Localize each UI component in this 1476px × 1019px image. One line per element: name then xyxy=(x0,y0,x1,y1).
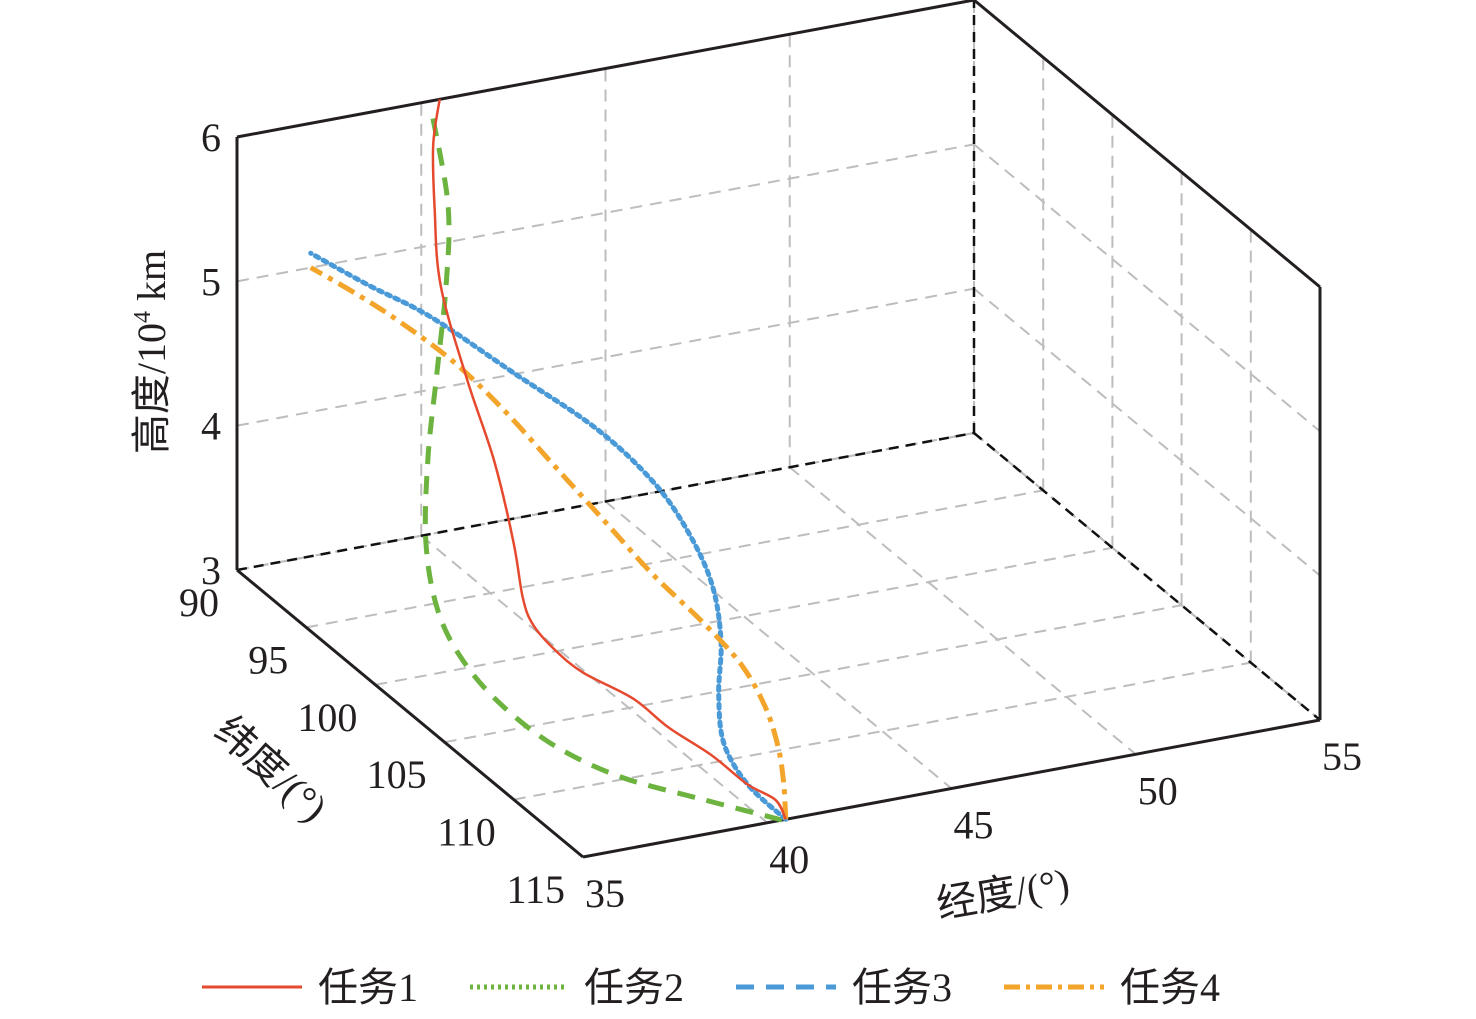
box-edge xyxy=(236,0,975,139)
box-edge xyxy=(236,568,584,859)
series-line-1 xyxy=(431,99,787,820)
z-axis-label-unit: km xyxy=(129,250,174,311)
series-line-2 xyxy=(422,114,783,823)
legend-label-series-4: 任务4 xyxy=(1120,965,1220,1010)
y-tick-label: 115 xyxy=(506,867,565,912)
x-tick-label: 55 xyxy=(1322,734,1362,779)
z-tick-label: 5 xyxy=(201,259,221,304)
floor-grid-line xyxy=(306,489,1044,629)
series-line-3 xyxy=(308,250,789,822)
legend: 任务1 任务2 任务3 任务4 xyxy=(202,965,1220,1010)
box-edge xyxy=(973,0,1321,289)
y-tick-label: 90 xyxy=(179,580,219,625)
x-tick-label: 50 xyxy=(1138,768,1178,813)
x-tick-label: 35 xyxy=(585,871,625,916)
series-line-4 xyxy=(309,265,789,820)
z-tick-label: 6 xyxy=(201,115,221,160)
floor-grid-line xyxy=(789,466,1137,756)
floor-grid-line xyxy=(604,500,953,790)
z-tick-label: 3 xyxy=(201,548,221,593)
series-lines xyxy=(308,99,789,823)
z-tick-label: 4 xyxy=(201,404,221,449)
y-tick-label: 95 xyxy=(248,637,288,682)
legend-label-series-2: 任务2 xyxy=(584,965,684,1010)
y-tick-label: 105 xyxy=(367,752,427,797)
z-axis-label: 高度/104 km xyxy=(129,250,174,454)
box-edge xyxy=(582,718,1321,859)
z-axis-label-main: 高度/10 xyxy=(129,323,174,454)
grid-lines xyxy=(236,0,1321,858)
legend-label-series-3: 任务3 xyxy=(852,965,952,1010)
right-wall-grid-line xyxy=(973,287,1321,577)
y-tick-label: 110 xyxy=(437,810,496,855)
floor-grid-line xyxy=(375,546,1113,686)
floor-grid-line xyxy=(513,661,1251,801)
box-edge-hidden xyxy=(236,431,975,572)
x-tick-label: 40 xyxy=(769,837,809,882)
z-axis-label-sup: 4 xyxy=(130,311,156,323)
box-edges xyxy=(235,0,1322,859)
y-tick-label: 100 xyxy=(297,695,357,740)
floor-grid-line xyxy=(444,604,1182,744)
right-wall-grid-line xyxy=(973,143,1321,433)
x-tick-label: 45 xyxy=(954,803,994,848)
x-axis-label: 经度/(°) xyxy=(933,860,1073,928)
back-wall-grid-line xyxy=(236,287,975,427)
back-wall-grid-line xyxy=(236,143,975,283)
legend-label-series-1: 任务1 xyxy=(318,965,418,1010)
box-edge-hidden xyxy=(973,432,1321,721)
